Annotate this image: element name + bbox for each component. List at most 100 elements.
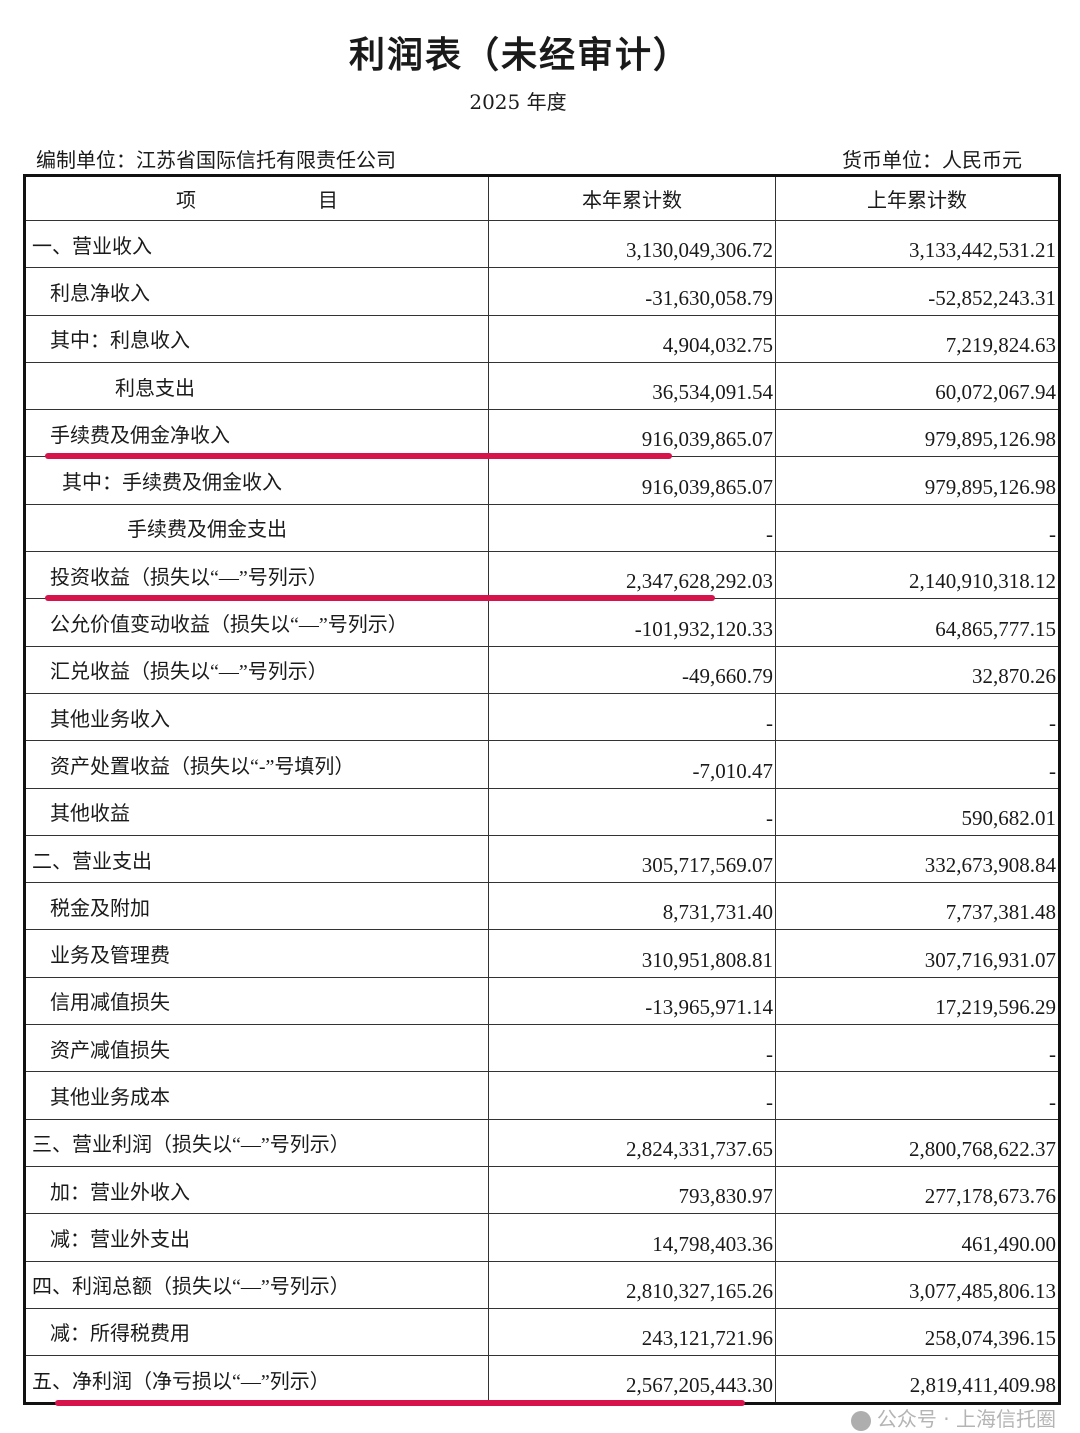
prior-year-value: 32,870.26	[775, 645, 1060, 694]
current-year-value: 14,798,403.36	[488, 1213, 776, 1262]
table-row: 其他收益 -590,682.01	[24, 787, 1060, 836]
column-header-item: 项目	[24, 175, 489, 221]
row-label: 三、营业利润（损失以“—”号列示）	[24, 1118, 489, 1167]
watermark-text: 公众号 · 上海信托圈	[876, 1407, 1056, 1431]
current-year-value: -13,965,971.14	[488, 976, 776, 1026]
row-label: 其他收益	[24, 787, 489, 836]
table-row: 一、营业收入 3,130,049,306.72 3,133,442,531.21	[24, 219, 1060, 269]
prior-year-value: 2,819,411,409.98	[775, 1355, 1060, 1405]
column-header-prior-year: 上年累计数	[775, 175, 1060, 221]
table-row: 减：营业外支出 14,798,403.36 461,490.00	[24, 1213, 1060, 1262]
row-label: 一、营业收入	[24, 219, 489, 269]
row-label: 手续费及佣金支出	[24, 503, 489, 553]
prior-year-value: 332,673,908.84	[775, 834, 1060, 884]
current-year-value: -7,010.47	[488, 740, 776, 789]
current-year-value: -31,630,058.79	[488, 267, 776, 316]
row-label: 汇兑收益（损失以“—”号列示）	[24, 645, 489, 694]
current-year-value: 916,039,865.07	[488, 409, 776, 458]
current-year-value: -101,932,120.33	[488, 598, 776, 647]
current-year-value: -	[488, 1024, 776, 1073]
current-year-value: 2,567,205,443.30	[488, 1355, 776, 1405]
table-row: 四、利润总额（损失以“—”号列示） 2,810,327,165.26 3,077,4…	[24, 1260, 1060, 1309]
table-row: 业务及管理费 310,951,808.81 307,716,931.07	[24, 929, 1060, 978]
row-label: 业务及管理费	[24, 929, 489, 978]
highlight-underline	[45, 453, 672, 459]
watermark: 公众号 · 上海信托圈	[850, 1407, 1056, 1431]
prior-year-value: -52,852,243.31	[775, 267, 1060, 316]
report-period: 2025 年度	[469, 90, 567, 114]
table-row: 其他业务收入 - -	[24, 692, 1060, 742]
table-row: 税金及附加 8,731,731.40 7,737,381.48	[24, 882, 1060, 931]
table-row: 汇兑收益（损失以“—”号列示） -49,660.79 32,870.26	[24, 645, 1060, 694]
current-year-value: 8,731,731.40	[488, 882, 776, 931]
row-label: 其他业务成本	[24, 1071, 489, 1120]
prior-year-value: 2,140,910,318.12	[775, 551, 1060, 600]
currency-unit: 货币单位：人民币元	[842, 148, 1022, 172]
row-label: 减：营业外支出	[24, 1213, 489, 1262]
prior-year-value: 7,737,381.48	[775, 882, 1060, 931]
current-year-value: 2,810,327,165.26	[488, 1260, 776, 1309]
prior-year-value: -	[775, 1024, 1060, 1073]
table-row: 加：营业外收入 793,830.97 277,178,673.76	[24, 1165, 1060, 1215]
current-year-value: -	[488, 503, 776, 553]
current-year-value: 916,039,865.07	[488, 456, 776, 505]
row-label: 四、利润总额（损失以“—”号列示）	[24, 1260, 489, 1309]
current-year-value: 305,717,569.07	[488, 834, 776, 884]
table-row: 资产处置收益（损失以“-”号填列） -7,010.47-	[24, 740, 1060, 789]
prior-year-value: -	[775, 1071, 1060, 1120]
table-row: 公允价值变动收益（损失以“—”号列示） -101,932,120.33 64,865…	[24, 598, 1060, 647]
table-row: 手续费及佣金支出 - -	[24, 503, 1060, 553]
table-row: 投资收益（损失以“—”号列示） 2,347,628,292.03 2,140,910…	[24, 551, 1060, 600]
prior-year-value: 307,716,931.07	[775, 929, 1060, 978]
current-year-value: -	[488, 787, 776, 836]
highlight-underline	[45, 595, 715, 601]
current-year-value: -	[488, 692, 776, 742]
prior-year-value: 7,219,824.63	[775, 314, 1060, 363]
table-row: 利息支出 36,534,091.54 60,072,067.94	[24, 361, 1060, 411]
table-row: 三、营业利润（损失以“—”号列示） 2,824,331,737.65 2,800,7…	[24, 1118, 1060, 1167]
header-text: 目	[318, 190, 338, 212]
page-title: 利润表（未经审计）	[348, 34, 691, 76]
table-row: 手续费及佣金净收入 916,039,865.07 979,895,126.98	[24, 409, 1060, 458]
current-year-value: -	[488, 1071, 776, 1120]
current-year-value: 4,904,032.75	[488, 314, 776, 363]
row-label: 信用减值损失	[24, 976, 489, 1026]
row-label: 减：所得税费用	[24, 1307, 489, 1357]
wechat-icon	[850, 1410, 871, 1431]
row-label: 五、净利润（净亏损以“—”列示）	[24, 1355, 489, 1405]
row-label: 税金及附加	[24, 882, 489, 931]
row-label: 其中：手续费及佣金收入	[24, 456, 489, 505]
column-header-current-year: 本年累计数	[488, 175, 776, 221]
prior-year-value: 3,077,485,806.13	[775, 1260, 1060, 1309]
prior-year-value: 258,074,396.15	[775, 1307, 1060, 1357]
current-year-value: 3,130,049,306.72	[488, 219, 776, 269]
row-label: 公允价值变动收益（损失以“—”号列示）	[24, 598, 489, 647]
table-row: 利息净收入 -31,630,058.79 -52,852,243.31	[24, 267, 1060, 316]
highlight-underline	[55, 1400, 745, 1406]
row-label: 加：营业外收入	[24, 1165, 489, 1215]
row-label: 其他业务收入	[24, 692, 489, 742]
prior-year-value: 3,133,442,531.21	[775, 219, 1060, 269]
current-year-value: 36,534,091.54	[488, 361, 776, 411]
table-header-row: 项目 本年累计数 上年累计数	[24, 175, 1060, 221]
prior-year-value: 979,895,126.98	[775, 456, 1060, 505]
current-year-value: 2,347,628,292.03	[488, 551, 776, 600]
current-year-value: 243,121,721.96	[488, 1307, 776, 1357]
income-statement-table: 项目 本年累计数 上年累计数 一、营业收入 3,130,049,306.72 3,1…	[23, 174, 1061, 1406]
current-year-value: -49,660.79	[488, 645, 776, 694]
table-row: 其中：利息收入 4,904,032.75 7,219,824.63	[24, 314, 1060, 363]
row-label: 资产处置收益（损失以“-”号填列）	[24, 740, 489, 789]
prior-year-value: 461,490.00	[775, 1213, 1060, 1262]
row-label: 利息支出	[24, 361, 489, 411]
current-year-value: 2,824,331,737.65	[488, 1118, 776, 1167]
table-row: 二、营业支出 305,717,569.07 332,673,908.84	[24, 834, 1060, 884]
row-label: 其中：利息收入	[24, 314, 489, 363]
prior-year-value: -	[775, 740, 1060, 789]
prior-year-value: -	[775, 692, 1060, 742]
row-label: 手续费及佣金净收入	[24, 409, 489, 458]
row-label: 二、营业支出	[24, 834, 489, 884]
table-row: 信用减值损失 -13,965,971.14 17,219,596.29	[24, 976, 1060, 1026]
current-year-value: 793,830.97	[488, 1165, 776, 1215]
prior-year-value: 277,178,673.76	[775, 1165, 1060, 1215]
table-row: 资产减值损失 - -	[24, 1024, 1060, 1073]
